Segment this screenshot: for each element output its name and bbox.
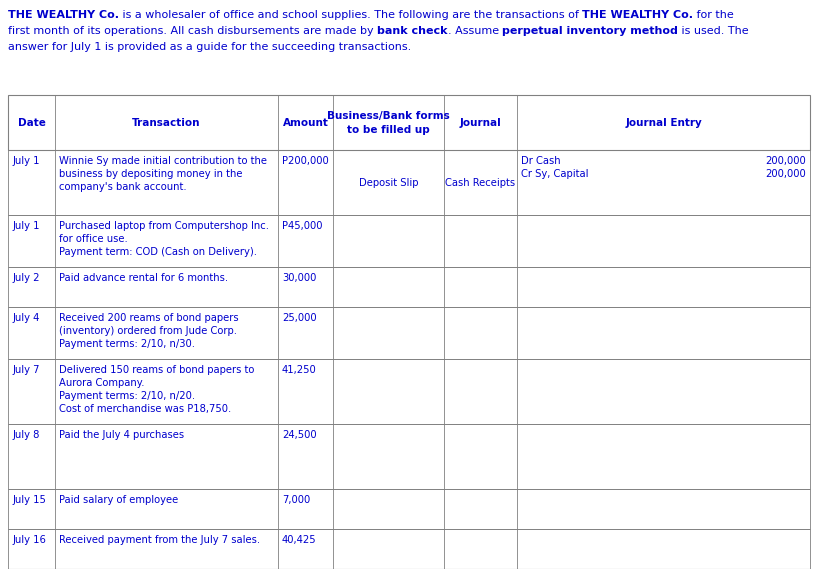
Text: Cr Sy, Capital: Cr Sy, Capital	[521, 169, 588, 179]
Text: answer for July 1 is provided as a guide for the succeeding transactions.: answer for July 1 is provided as a guide…	[8, 42, 411, 52]
Text: first month of its operations. All cash disbursements are made by: first month of its operations. All cash …	[8, 26, 377, 36]
Bar	[8, 95, 810, 150]
Text: is a wholesaler of office and school supplies. The following are the transaction: is a wholesaler of office and school sup…	[119, 10, 583, 20]
Text: Paid advance rental for 6 months.: Paid advance rental for 6 months.	[59, 273, 228, 283]
Text: company's bank account.: company's bank account.	[59, 182, 186, 192]
Bar	[8, 150, 810, 215]
Text: THE WEALTHY Co.: THE WEALTHY Co.	[8, 10, 119, 20]
Bar	[8, 359, 810, 424]
Text: Cost of merchandise was P18,750.: Cost of merchandise was P18,750.	[59, 404, 231, 414]
Text: to be filled up: to be filled up	[347, 125, 430, 134]
Bar	[8, 215, 810, 267]
Text: bank check: bank check	[377, 26, 448, 36]
Text: 7,000: 7,000	[282, 495, 310, 505]
Bar	[8, 424, 810, 489]
Text: July 1: July 1	[12, 156, 39, 166]
Text: Purchased laptop from Computershop Inc.: Purchased laptop from Computershop Inc.	[59, 221, 269, 231]
Text: July 15: July 15	[12, 495, 46, 505]
Text: Payment term: COD (Cash on Delivery).: Payment term: COD (Cash on Delivery).	[59, 247, 257, 257]
Bar	[8, 529, 810, 569]
Text: Deposit Slip: Deposit Slip	[359, 178, 418, 188]
Text: . Assume: . Assume	[448, 26, 502, 36]
Text: business by depositing money in the: business by depositing money in the	[59, 169, 243, 179]
Text: Aurora Company.: Aurora Company.	[59, 378, 145, 388]
Text: 200,000: 200,000	[766, 156, 806, 166]
Text: (inventory) ordered from Jude Corp.: (inventory) ordered from Jude Corp.	[59, 326, 237, 336]
Bar	[8, 489, 810, 529]
Text: Delivered 150 reams of bond papers to: Delivered 150 reams of bond papers to	[59, 365, 254, 375]
Text: July 4: July 4	[12, 313, 39, 323]
Text: P45,000: P45,000	[282, 221, 323, 231]
Text: Cash Receipts: Cash Receipts	[445, 178, 516, 188]
Text: 25,000: 25,000	[282, 313, 317, 323]
Text: July 16: July 16	[12, 535, 46, 545]
Text: perpetual inventory method: perpetual inventory method	[502, 26, 678, 36]
Text: for the: for the	[694, 10, 734, 20]
Text: Payment terms: 2/10, n/30.: Payment terms: 2/10, n/30.	[59, 339, 195, 349]
Text: July 8: July 8	[12, 430, 39, 440]
Text: Business/Bank forms: Business/Bank forms	[327, 110, 450, 121]
Text: Paid the July 4 purchases: Paid the July 4 purchases	[59, 430, 184, 440]
Text: Payment terms: 2/10, n/20.: Payment terms: 2/10, n/20.	[59, 391, 195, 401]
Text: is used. The: is used. The	[678, 26, 748, 36]
Text: Winnie Sy made initial contribution to the: Winnie Sy made initial contribution to t…	[59, 156, 267, 166]
Text: Journal: Journal	[460, 118, 502, 127]
Text: THE WEALTHY Co.: THE WEALTHY Co.	[583, 10, 694, 20]
Text: Received 200 reams of bond papers: Received 200 reams of bond papers	[59, 313, 239, 323]
Text: 200,000: 200,000	[766, 169, 806, 179]
Text: 40,425: 40,425	[282, 535, 317, 545]
Text: July 1: July 1	[12, 221, 39, 231]
Text: July 7: July 7	[12, 365, 39, 375]
Text: Received payment from the July 7 sales.: Received payment from the July 7 sales.	[59, 535, 260, 545]
Text: Transaction: Transaction	[132, 118, 201, 127]
Bar	[8, 307, 810, 359]
Text: 30,000: 30,000	[282, 273, 316, 283]
Text: for office use.: for office use.	[59, 234, 127, 244]
Text: July 2: July 2	[12, 273, 39, 283]
Text: Dr Cash: Dr Cash	[521, 156, 560, 166]
Text: Journal Entry: Journal Entry	[625, 118, 702, 127]
Text: Amount: Amount	[283, 118, 328, 127]
Text: 24,500: 24,500	[282, 430, 317, 440]
Text: 41,250: 41,250	[282, 365, 317, 375]
Text: Date: Date	[17, 118, 46, 127]
Text: P200,000: P200,000	[282, 156, 328, 166]
Text: Paid salary of employee: Paid salary of employee	[59, 495, 178, 505]
Bar	[8, 267, 810, 307]
